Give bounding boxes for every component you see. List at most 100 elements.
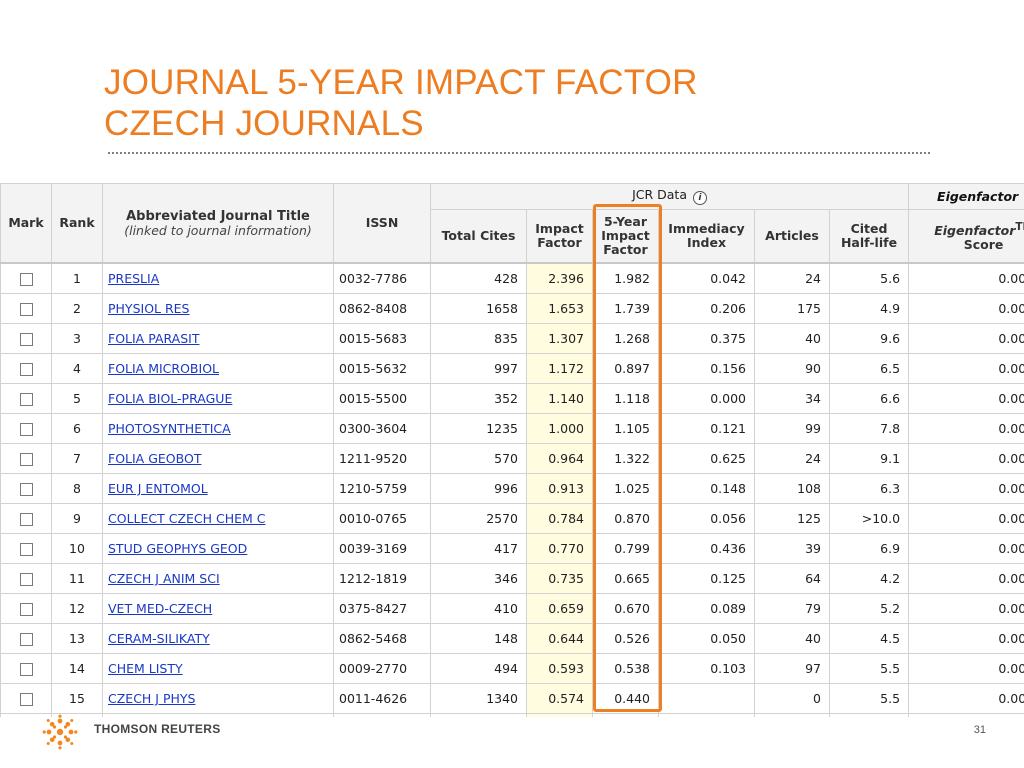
journal-link[interactable]: PHYSIOL RES bbox=[108, 301, 190, 316]
journal-link[interactable]: FOLIA MICROBIOL bbox=[108, 361, 219, 376]
mark-checkbox[interactable] bbox=[19, 453, 33, 466]
mark-checkbox[interactable] bbox=[19, 543, 33, 556]
cited-half-life-cell: 5.5 bbox=[828, 653, 910, 684]
jcr-table-container[interactable]: Mark Rank Abbreviated Journal Title (lin… bbox=[0, 183, 1024, 717]
rank-cell: 6 bbox=[51, 413, 103, 444]
mark-cell bbox=[0, 563, 52, 594]
info-icon[interactable]: i bbox=[692, 191, 707, 205]
impact-factor-cell bbox=[526, 713, 593, 717]
total-cites-cell: 148 bbox=[430, 623, 527, 654]
mark-checkbox[interactable] bbox=[19, 483, 33, 496]
articles-cell bbox=[754, 713, 830, 717]
journal-link[interactable]: STUD GEOPHYS GEOD bbox=[108, 541, 248, 556]
mark-checkbox[interactable] bbox=[19, 303, 33, 316]
col-header-impact-factor[interactable]: Impact Factor bbox=[526, 209, 593, 264]
eigenfactor-score-cell: 0.00107 bbox=[908, 383, 1024, 414]
col-header-articles[interactable]: Articles bbox=[754, 209, 830, 264]
articles-cell: 90 bbox=[754, 353, 830, 384]
journal-link[interactable]: FOLIA GEOBOT bbox=[108, 451, 202, 466]
five-year-impact-factor-cell: 0.665 bbox=[592, 563, 659, 594]
table-row: 7 FOLIA GEOBOT 1211-9520 570 0.964 1.322 0.625… bbox=[0, 443, 1024, 474]
mark-cell bbox=[0, 623, 52, 654]
impact-factor-line-2: Factor bbox=[537, 235, 582, 250]
journal-link[interactable]: FOLIA BIOL-PRAGUE bbox=[108, 391, 233, 406]
issn-cell: 0011-4626 bbox=[333, 683, 431, 714]
col-header-five-year-impact-factor[interactable]: 5-Year Impact Factor bbox=[592, 209, 659, 264]
journal-title-cell: CZECH J ANIM SCI bbox=[102, 563, 334, 594]
issn-cell: 0009-2770 bbox=[333, 653, 431, 684]
total-cites-cell: 570 bbox=[430, 443, 527, 474]
col-header-eigenfactor-score[interactable]: EigenfactorTM Score bbox=[908, 209, 1024, 264]
col-header-total-cites[interactable]: Total Cites bbox=[430, 209, 527, 264]
mark-checkbox[interactable] bbox=[19, 693, 33, 706]
mark-checkbox[interactable] bbox=[19, 423, 33, 436]
mark-checkbox[interactable] bbox=[19, 603, 33, 616]
jcr-table: Mark Rank Abbreviated Journal Title (lin… bbox=[0, 183, 1024, 717]
mark-checkbox[interactable] bbox=[19, 393, 33, 406]
immediacy-index-cell: 0.121 bbox=[658, 413, 755, 444]
journal-link[interactable]: PRESLIA bbox=[108, 271, 160, 286]
mark-checkbox[interactable] bbox=[19, 273, 33, 286]
journal-link[interactable]: CHEM LISTY bbox=[108, 661, 183, 676]
journal-link[interactable]: PHOTOSYNTHETICA bbox=[108, 421, 231, 436]
col-header-immediacy-index[interactable]: Immediacy Index bbox=[658, 209, 755, 264]
mark-checkbox[interactable] bbox=[19, 573, 33, 586]
eigenfactor-score-cell: 0.00069 bbox=[908, 563, 1024, 594]
eigenfactor-score-cell: 0.00143 bbox=[908, 443, 1024, 474]
col-header-issn: ISSN bbox=[333, 183, 431, 264]
mark-checkbox[interactable] bbox=[19, 633, 33, 646]
rank-cell: 1 bbox=[51, 262, 103, 294]
journal-link[interactable]: EUR J ENTOMOL bbox=[108, 481, 208, 496]
journal-title-cell: VET MED-CZECH bbox=[102, 593, 334, 624]
title-header-sub: (linked to journal information) bbox=[124, 222, 312, 238]
mark-checkbox[interactable] bbox=[19, 363, 33, 376]
eigenfactor-score-cell: 0.00251 bbox=[908, 323, 1024, 354]
issn-cell bbox=[333, 713, 431, 717]
immediacy-index-cell bbox=[658, 683, 755, 714]
col-header-cited-half-life[interactable]: Cited Half-life bbox=[828, 209, 910, 264]
total-cites-cell: 428 bbox=[430, 262, 527, 294]
five-year-impact-factor-cell: 0.870 bbox=[592, 503, 659, 534]
table-row bbox=[0, 713, 1024, 717]
articles-cell: 64 bbox=[754, 563, 830, 594]
journal-link[interactable]: CZECH J ANIM SCI bbox=[108, 571, 220, 586]
mark-checkbox[interactable] bbox=[19, 513, 33, 526]
journal-link[interactable]: CERAM-SILIKATY bbox=[108, 631, 210, 646]
col-header-title: Abbreviated Journal Title (linked to jou… bbox=[102, 183, 334, 264]
impact-factor-cell: 0.659 bbox=[526, 593, 593, 624]
table-row: 5 FOLIA BIOL-PRAGUE 0015-5500 352 1.140 1.118… bbox=[0, 383, 1024, 414]
rank-cell: 9 bbox=[51, 503, 103, 534]
journal-link[interactable]: COLLECT CZECH CHEM C bbox=[108, 511, 266, 526]
impact-factor-cell: 0.735 bbox=[526, 563, 593, 594]
journal-link[interactable]: VET MED-CZECH bbox=[108, 601, 213, 616]
issn-cell: 0032-7786 bbox=[333, 262, 431, 294]
cited-half-life-cell: >10.0 bbox=[828, 503, 910, 534]
total-cites-cell bbox=[430, 713, 527, 717]
impact-factor-cell: 2.396 bbox=[526, 262, 593, 294]
table-row: 8 EUR J ENTOMOL 1210-5759 996 0.913 1.025 0.14… bbox=[0, 473, 1024, 504]
journal-link[interactable]: FOLIA PARASIT bbox=[108, 331, 200, 346]
articles-cell: 40 bbox=[754, 623, 830, 654]
mark-cell bbox=[0, 533, 52, 564]
immediacy-index-cell: 0.050 bbox=[658, 623, 755, 654]
rank-cell: 10 bbox=[51, 533, 103, 564]
immediacy-index-cell: 0.056 bbox=[658, 503, 755, 534]
title-line-2: CZECH JOURNALS bbox=[104, 104, 424, 143]
table-row: 6 PHOTOSYNTHETICA 0300-3604 1235 1.000 1.105 0… bbox=[0, 413, 1024, 444]
immediacy-index-cell: 0.436 bbox=[658, 533, 755, 564]
mark-checkbox[interactable] bbox=[19, 333, 33, 346]
articles-cell: 175 bbox=[754, 293, 830, 324]
impact-factor-cell: 0.913 bbox=[526, 473, 593, 504]
impact-factor-cell: 1.172 bbox=[526, 353, 593, 384]
mark-checkbox[interactable] bbox=[19, 663, 33, 676]
half-life-line-2: Half-life bbox=[840, 235, 898, 250]
table-row: 11 CZECH J ANIM SCI 1212-1819 346 0.735 0.665… bbox=[0, 563, 1024, 594]
cited-half-life-cell: 5.5 bbox=[828, 683, 910, 714]
articles-cell: 39 bbox=[754, 533, 830, 564]
journal-title-cell: FOLIA PARASIT bbox=[102, 323, 334, 354]
mark-cell bbox=[0, 262, 52, 294]
journal-link[interactable]: CZECH J PHYS bbox=[108, 691, 196, 706]
cited-half-life-cell: 4.9 bbox=[828, 293, 910, 324]
journal-title-cell bbox=[102, 713, 334, 717]
table-row: 12 VET MED-CZECH 0375-8427 410 0.659 0.670 0.0… bbox=[0, 593, 1024, 624]
